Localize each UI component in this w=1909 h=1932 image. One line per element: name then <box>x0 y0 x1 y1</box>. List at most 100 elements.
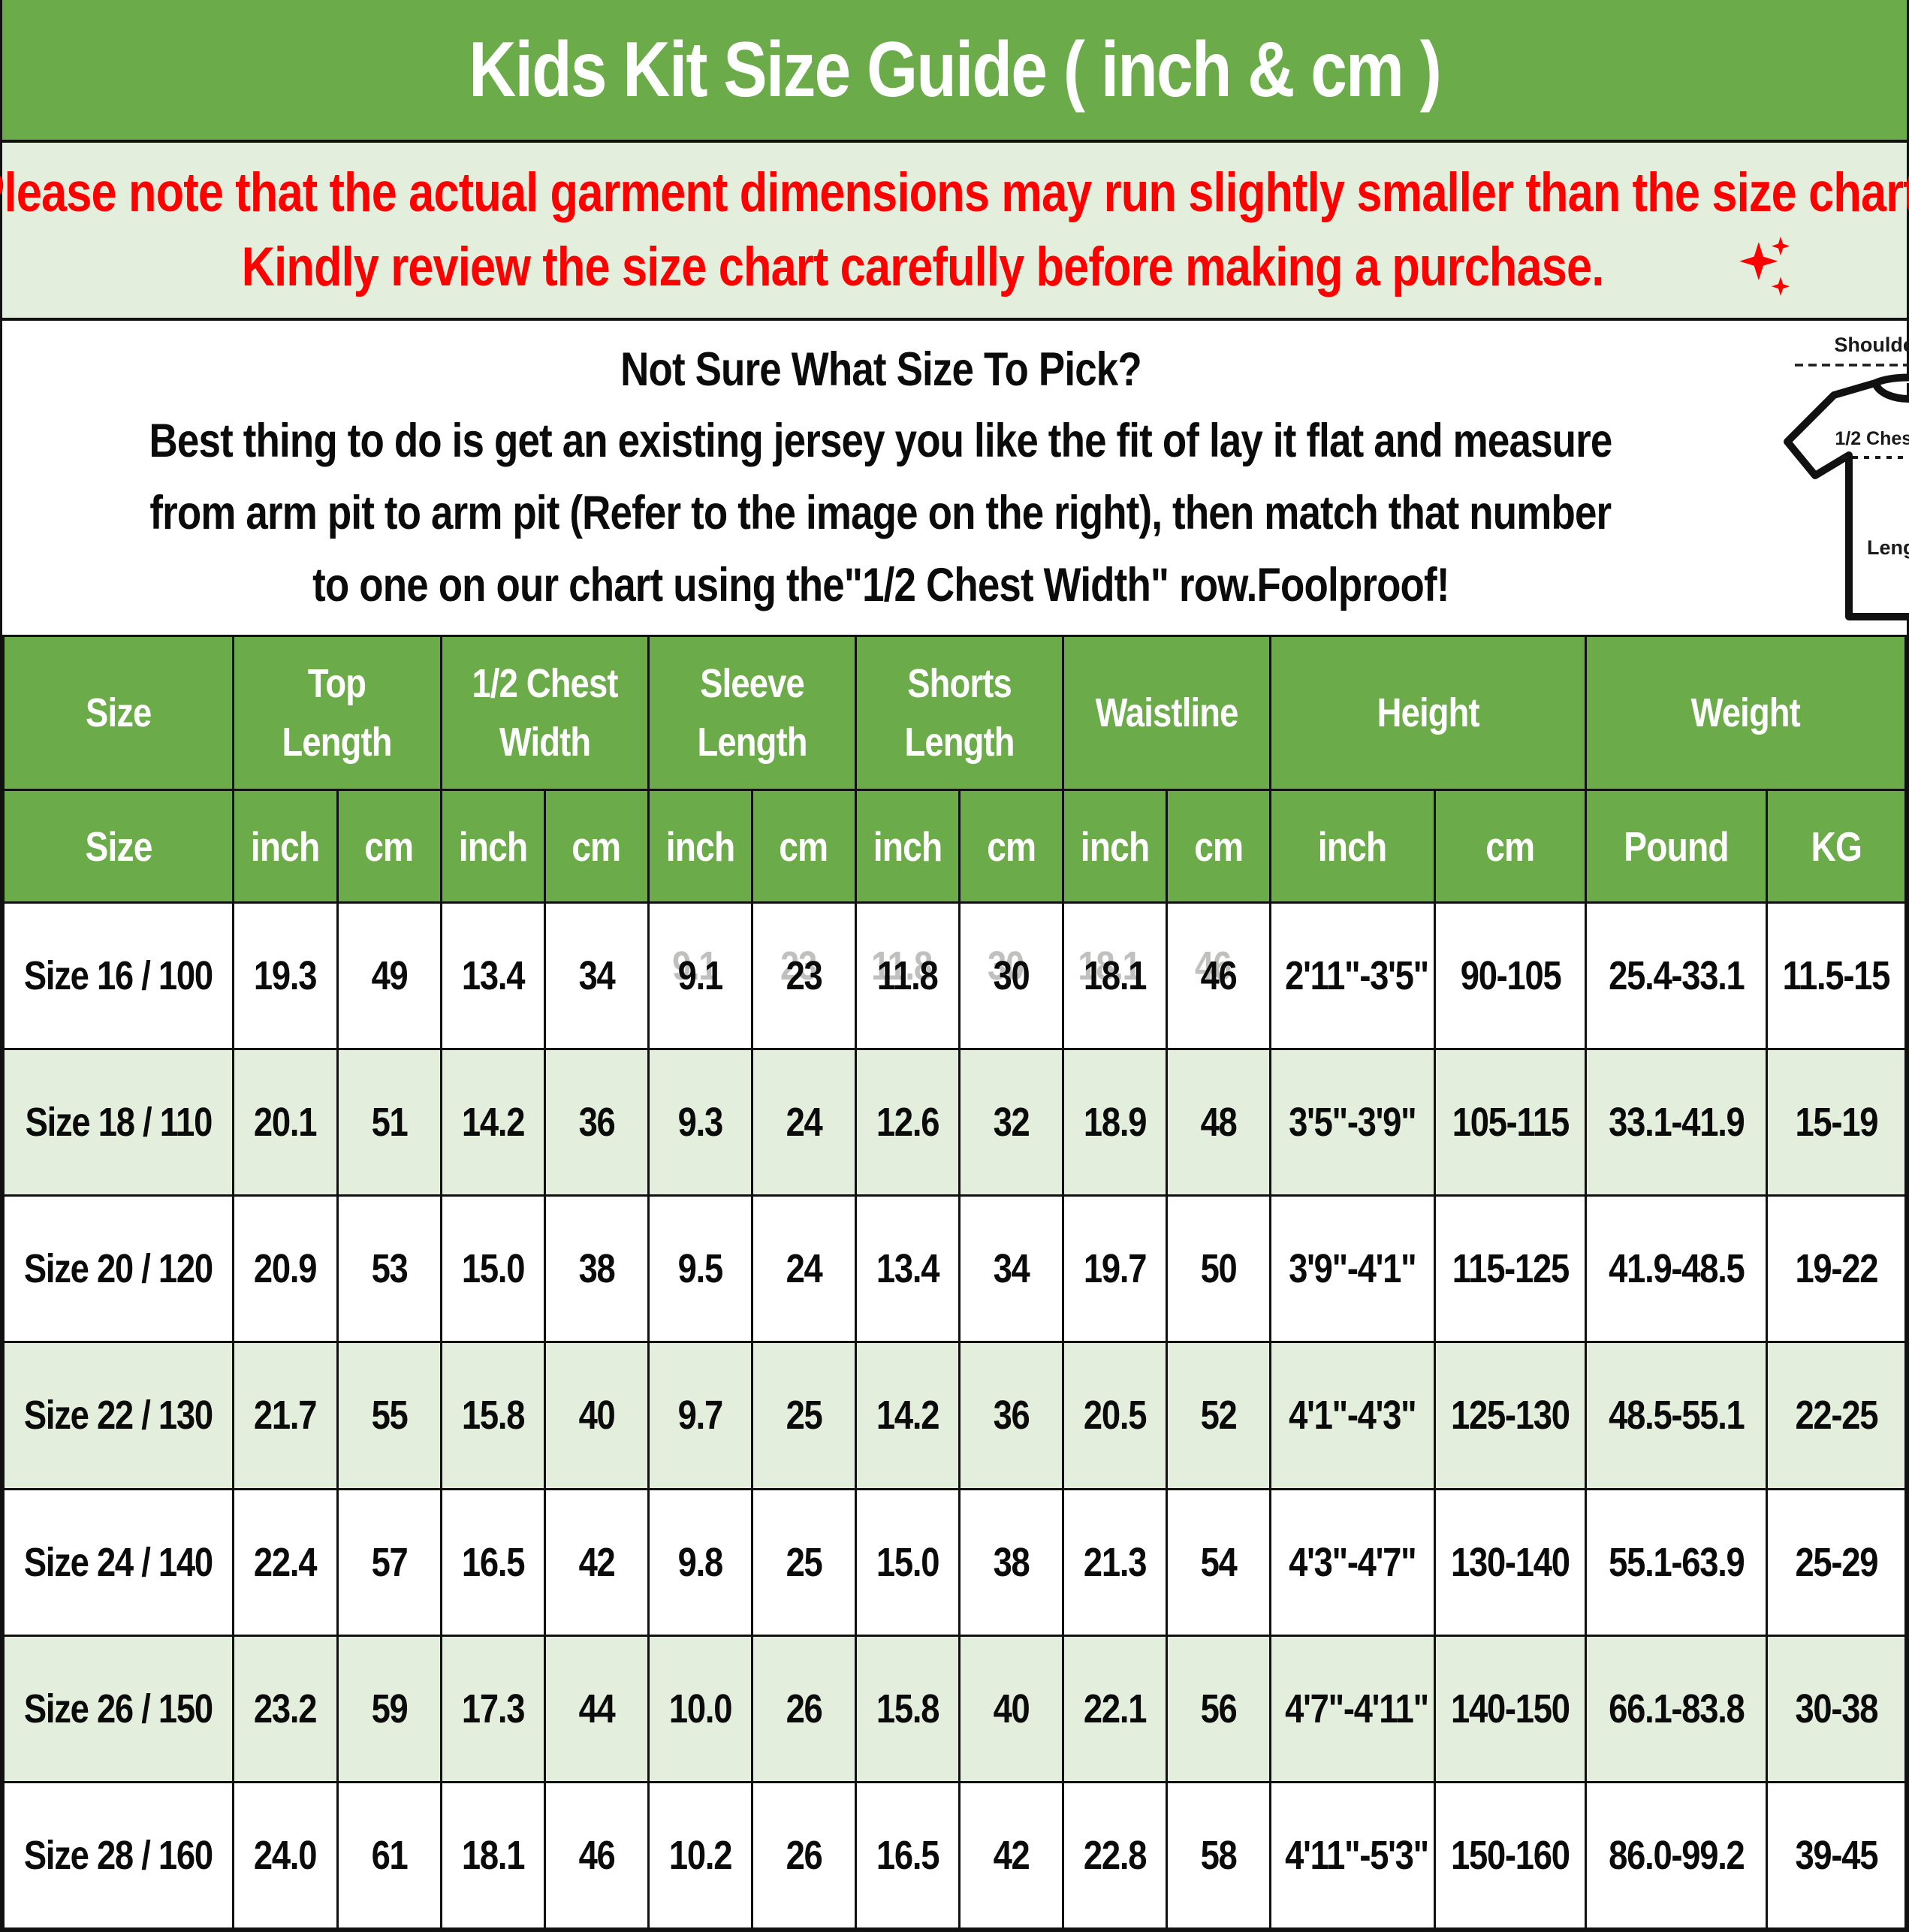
group-header-1: Top Length <box>232 635 442 791</box>
size-value-cell: 10.2 <box>647 1780 753 1930</box>
tshirt-icon: Shoulder Width 1/2 Chest Width Length <box>1784 334 1909 620</box>
size-value-cell: 19-22 <box>1766 1194 1907 1344</box>
size-value-cell: 61 <box>336 1780 442 1930</box>
size-value-cell: 46 <box>1165 901 1271 1051</box>
size-value-cell: 17.3 <box>439 1634 546 1783</box>
size-value-cell: 105-115 <box>1434 1048 1588 1197</box>
size-label-cell: Size 18 / 110 <box>2 1048 235 1197</box>
size-value-cell: 23 <box>750 901 857 1051</box>
group-header-4: Shorts Length <box>854 635 1064 791</box>
help-line-3: to one on our chart using the"1/2 Chest … <box>312 558 1449 611</box>
size-value-cell: 38 <box>958 1487 1064 1637</box>
size-table: Size Top Length 1/2 Chest Width Sleeve Leng… <box>2 635 1907 1930</box>
size-value-cell: 3'5"-3'9" <box>1268 1048 1437 1197</box>
size-label-cell: Size 24 / 140 <box>2 1487 235 1637</box>
notice-line-1: Please note that the actual garment dime… <box>0 162 1909 224</box>
unit-header-11: inch <box>1268 789 1437 904</box>
size-value-cell: 9.7 <box>647 1341 753 1490</box>
size-value-cell: 36 <box>543 1048 650 1197</box>
size-value-cell: 10.0 <box>647 1634 753 1783</box>
shirt-measurement-diagram: Shoulder Width 1/2 Chest Width Length <box>1751 321 1909 635</box>
unit-header-14: KG <box>1766 789 1907 904</box>
size-value-cell: 55 <box>336 1341 442 1490</box>
size-value-cell: 22-25 <box>1766 1341 1907 1490</box>
table-row: Size 18 / 110 20.1 51 14.2 36 9.3 24 12.6 32 18.9… <box>2 1048 1907 1197</box>
group-header-6: Height <box>1268 635 1588 791</box>
tshirt-outline <box>1784 373 1909 620</box>
unit-header-2: cm <box>336 789 442 904</box>
size-value-cell: 3'9"-4'1" <box>1268 1194 1437 1344</box>
table-row: Size 20 / 120 20.9 53 15.0 38 9.5 24 13.4 34 19.7… <box>2 1194 1907 1344</box>
size-value-cell: 42 <box>543 1487 650 1637</box>
size-value-cell: 57 <box>336 1487 442 1637</box>
size-value-cell: 15.8 <box>439 1341 546 1490</box>
title-band: Kids Kit Size Guide ( inch & cm ) <box>2 0 1907 143</box>
size-value-cell: 12.6 <box>854 1048 961 1197</box>
unit-header-10: cm <box>1165 789 1271 904</box>
unit-header-12: cm <box>1434 789 1588 904</box>
size-value-cell: 38 <box>543 1194 650 1344</box>
size-value-cell: 54 <box>1165 1487 1271 1637</box>
size-value-cell: 22.4 <box>232 1487 339 1637</box>
size-value-cell: 140-150 <box>1434 1634 1588 1783</box>
size-label-cell: Size 16 / 100 <box>2 901 235 1051</box>
table-row: Size 28 / 160 24.0 61 18.1 46 10.2 26 16.5 42 22.… <box>2 1780 1907 1930</box>
size-value-cell: 15.0 <box>439 1194 546 1344</box>
size-value-cell: 13.4 <box>854 1194 961 1344</box>
size-value-cell: 26 <box>750 1634 857 1783</box>
chest-width-label: 1/2 Chest Width <box>1835 428 1909 449</box>
size-value-cell: 11.8 <box>854 901 961 1051</box>
sparkles-icon <box>1739 236 1790 296</box>
size-value-cell: 66.1-83.8 <box>1585 1634 1769 1783</box>
size-value-cell: 9.8 <box>647 1487 753 1637</box>
size-label-cell: Size 20 / 120 <box>2 1194 235 1344</box>
size-value-cell: 4'3"-4'7" <box>1268 1487 1437 1637</box>
notice-line-2: Kindly review the size chart carefully b… <box>112 234 1796 299</box>
size-value-cell: 51 <box>336 1048 442 1197</box>
size-value-cell: 59 <box>336 1634 442 1783</box>
size-value-cell: 30-38 <box>1766 1634 1907 1783</box>
size-value-cell: 20.1 <box>232 1048 339 1197</box>
size-value-cell: 9.5 <box>647 1194 753 1344</box>
size-value-cell: 48 <box>1165 1048 1271 1197</box>
help-line-1: Best thing to do is get an existing jers… <box>149 415 1613 468</box>
size-value-cell: 24 <box>750 1194 857 1344</box>
size-value-cell: 4'11"-5'3" <box>1268 1780 1437 1930</box>
unit-header-13: Pound <box>1585 789 1769 904</box>
size-value-cell: 90-105 <box>1434 901 1588 1051</box>
size-value-cell: 36 <box>958 1341 1064 1490</box>
size-value-cell: 21.7 <box>232 1341 339 1490</box>
size-value-cell: 25-29 <box>1766 1487 1907 1637</box>
size-value-cell: 4'1"-4'3" <box>1268 1341 1437 1490</box>
size-value-cell: 2'11"-3'5" <box>1268 901 1437 1051</box>
size-value-cell: 18.1 <box>439 1780 546 1930</box>
group-header-3: Sleeve Length <box>647 635 857 791</box>
size-value-cell: 39-45 <box>1766 1780 1907 1930</box>
size-value-cell: 16.5 <box>439 1487 546 1637</box>
size-value-cell: 125-130 <box>1434 1341 1588 1490</box>
size-value-cell: 15-19 <box>1766 1048 1907 1197</box>
unit-header-7: inch <box>854 789 961 904</box>
size-value-cell: 25 <box>750 1341 857 1490</box>
shoulder-width-label: Shoulder Width <box>1834 334 1909 356</box>
size-value-cell: 53 <box>336 1194 442 1344</box>
size-value-cell: 19.7 <box>1061 1194 1168 1344</box>
size-value-cell: 9.1 <box>647 901 753 1051</box>
size-value-cell: 55.1-63.9 <box>1585 1487 1769 1637</box>
size-value-cell: 49 <box>336 901 442 1051</box>
table-row: Size 22 / 130 21.7 55 15.8 40 9.7 25 14.2 36 20.5… <box>2 1341 1907 1490</box>
size-value-cell: 24.0 <box>232 1780 339 1930</box>
unit-header-0: Size <box>2 789 235 904</box>
size-value-cell: 40 <box>543 1341 650 1490</box>
size-value-cell: 58 <box>1165 1780 1271 1930</box>
size-value-cell: 33.1-41.9 <box>1585 1048 1769 1197</box>
size-value-cell: 24 <box>750 1048 857 1197</box>
size-value-cell: 23.2 <box>232 1634 339 1783</box>
notice-band: Please note that the actual garment dime… <box>0 143 1909 321</box>
size-value-cell: 30 <box>958 901 1064 1051</box>
size-value-cell: 19.3 <box>232 901 339 1051</box>
table-body: Size 16 / 100 19.3 49 13.4 34 9.1 23 11.8 30 18.1… <box>2 901 1907 1930</box>
size-value-cell: 150-160 <box>1434 1780 1588 1930</box>
page-title: Kids Kit Size Guide ( inch & cm ) <box>469 26 1442 113</box>
